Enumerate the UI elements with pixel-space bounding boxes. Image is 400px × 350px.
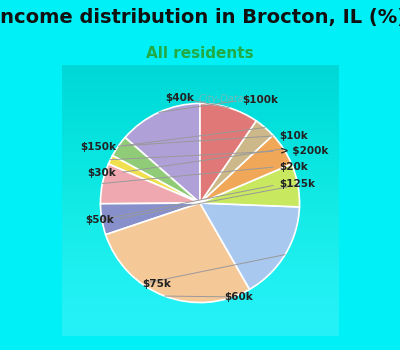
Text: $10k: $10k: [280, 131, 308, 141]
Wedge shape: [200, 164, 300, 207]
Text: $150k: $150k: [80, 142, 116, 152]
Text: $50k: $50k: [85, 215, 114, 225]
Wedge shape: [200, 104, 256, 203]
Text: $20k: $20k: [280, 161, 308, 171]
Text: All residents: All residents: [146, 46, 254, 61]
Wedge shape: [100, 203, 200, 235]
Text: > $200k: > $200k: [280, 146, 328, 156]
Text: $100k: $100k: [242, 95, 278, 105]
Wedge shape: [106, 203, 250, 302]
Wedge shape: [100, 164, 200, 204]
Text: $125k: $125k: [280, 179, 316, 189]
Wedge shape: [200, 203, 300, 289]
Wedge shape: [200, 135, 292, 203]
Text: $75k: $75k: [142, 279, 171, 289]
Wedge shape: [200, 121, 273, 203]
Wedge shape: [108, 155, 200, 203]
Text: $30k: $30k: [87, 168, 116, 178]
Text: $60k: $60k: [224, 292, 253, 302]
Wedge shape: [112, 138, 200, 203]
Wedge shape: [125, 104, 200, 203]
Text: Income distribution in Brocton, IL (%): Income distribution in Brocton, IL (%): [0, 8, 400, 27]
Text: City-Data.com: City-Data.com: [198, 94, 268, 104]
Text: $40k: $40k: [166, 93, 194, 103]
